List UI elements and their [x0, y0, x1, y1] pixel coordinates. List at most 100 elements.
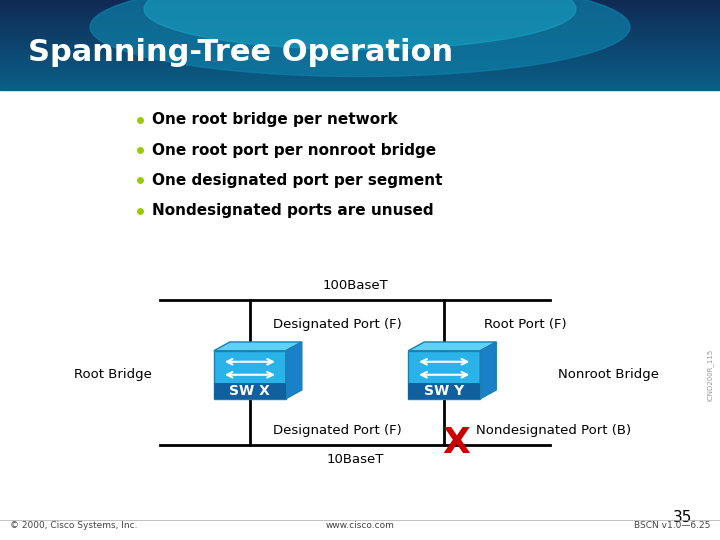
Bar [0, 40, 720, 41]
Bar [0, 1, 720, 2]
Text: © 2000, Cisco Systems, Inc.: © 2000, Cisco Systems, Inc. [10, 522, 138, 530]
Bar [0, 76, 720, 77]
Bar [408, 383, 480, 399]
Bar [0, 52, 720, 53]
Bar [0, 84, 720, 85]
Bar [0, 3, 720, 4]
Bar [0, 5, 720, 6]
Bar [0, 70, 720, 71]
Bar [0, 47, 720, 48]
Text: Nonroot Bridge: Nonroot Bridge [558, 368, 659, 381]
Polygon shape [408, 342, 496, 351]
Polygon shape [480, 342, 496, 399]
Bar [0, 8, 720, 9]
Bar [0, 19, 720, 20]
Text: Designated Port (F): Designated Port (F) [273, 424, 402, 437]
Bar [0, 17, 720, 18]
Bar [0, 4, 720, 5]
Bar [0, 59, 720, 60]
Bar [0, 24, 720, 25]
Bar [0, 86, 720, 87]
Bar [0, 45, 720, 46]
Bar [0, 55, 720, 56]
Bar [0, 0, 720, 1]
Bar [0, 43, 720, 44]
Bar [0, 36, 720, 37]
Text: 10BaseT: 10BaseT [326, 453, 384, 466]
Bar [0, 29, 720, 30]
Bar [0, 54, 720, 55]
Bar [0, 57, 720, 58]
Bar [0, 44, 720, 45]
Bar [0, 18, 720, 19]
Bar [0, 21, 720, 22]
Text: BSCN v1.0—6.25: BSCN v1.0—6.25 [634, 522, 710, 530]
Text: One designated port per segment: One designated port per segment [152, 173, 442, 188]
Bar [0, 34, 720, 35]
Bar [0, 13, 720, 14]
Bar [0, 80, 720, 81]
Bar [0, 12, 720, 13]
Bar [0, 39, 720, 40]
Bar [0, 9, 720, 10]
Text: Spanning-Tree Operation: Spanning-Tree Operation [28, 38, 453, 67]
Bar [0, 51, 720, 52]
Bar [0, 50, 720, 51]
Text: SW Y: SW Y [424, 384, 464, 398]
Bar [0, 83, 720, 84]
Bar [0, 62, 720, 63]
Bar [0, 38, 720, 39]
Bar [0, 78, 720, 79]
Bar [0, 81, 720, 82]
Bar [0, 14, 720, 15]
Bar [0, 61, 720, 62]
Bar [0, 58, 720, 59]
Bar [0, 63, 720, 64]
Bar [0, 28, 720, 29]
Bar [0, 10, 720, 11]
Polygon shape [214, 351, 286, 399]
Bar [214, 383, 286, 399]
Bar [0, 75, 720, 76]
Text: Nondesignated Port (B): Nondesignated Port (B) [476, 424, 631, 437]
Bar [0, 67, 720, 68]
Bar [0, 79, 720, 80]
Bar [0, 73, 720, 74]
Bar [0, 69, 720, 70]
Ellipse shape [144, 0, 576, 50]
Bar [0, 87, 720, 88]
Bar [0, 46, 720, 47]
Bar [0, 11, 720, 12]
Bar [0, 42, 720, 43]
Bar [0, 90, 720, 540]
Ellipse shape [90, 0, 630, 77]
Text: Designated Port (F): Designated Port (F) [273, 318, 402, 331]
Bar [0, 89, 720, 90]
Bar [0, 64, 720, 65]
Bar [0, 74, 720, 75]
Bar [0, 49, 720, 50]
Bar [0, 2, 720, 3]
Text: ICND200R_115: ICND200R_115 [706, 349, 714, 401]
Bar [0, 37, 720, 38]
Bar [0, 60, 720, 61]
Bar [0, 6, 720, 7]
Bar [0, 35, 720, 36]
Polygon shape [408, 351, 480, 399]
Text: SW X: SW X [230, 384, 270, 398]
Bar [0, 20, 720, 21]
Bar [0, 33, 720, 34]
Bar [0, 27, 720, 28]
Bar [0, 71, 720, 72]
Text: Root Port (F): Root Port (F) [485, 318, 567, 331]
Bar [0, 22, 720, 23]
Text: 100BaseT: 100BaseT [322, 279, 388, 292]
Bar [0, 7, 720, 8]
Bar [0, 32, 720, 33]
Text: 35: 35 [672, 510, 692, 525]
Bar [0, 25, 720, 26]
Bar [0, 88, 720, 89]
Text: www.cisco.com: www.cisco.com [325, 522, 395, 530]
Text: Root Bridge: Root Bridge [74, 368, 152, 381]
Bar [0, 72, 720, 73]
